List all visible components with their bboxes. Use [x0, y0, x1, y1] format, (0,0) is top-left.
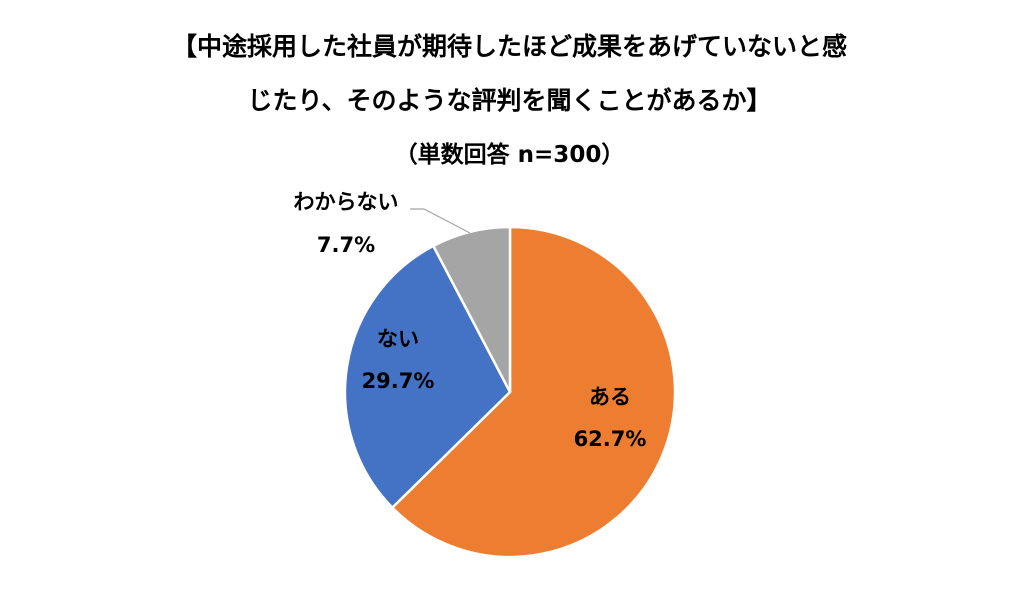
slice-aru	[391, 225, 677, 559]
slice-labels: ある 62.7% ない 29.7% わからない 7.7%	[294, 190, 647, 451]
leader-lines	[410, 208, 471, 234]
slice-wakaranai-value-label: 7.7%	[317, 233, 375, 257]
slice-wakaranai-category-label: わからない	[294, 190, 399, 214]
slice-nai-category-label: ない	[377, 327, 419, 351]
chart-subtitle: （単数回答 n=300）	[394, 142, 625, 168]
slice-aru-category-label: ある	[589, 385, 631, 409]
slice-nai-value-label: 29.7%	[362, 369, 435, 393]
pie-slices	[343, 225, 677, 559]
slice-nai	[343, 244, 512, 509]
slice-aru-value-label: 62.7%	[574, 427, 647, 451]
slice-wakaranai	[432, 225, 512, 394]
chart-title-line-1: 【中途採用した社員が期待したほど成果をあげていないと感	[171, 32, 847, 61]
chart-title-line-2: じたり、そのような評判を聞くことがあるか】	[247, 86, 772, 115]
slice-wakaranai-leader-line	[410, 208, 471, 234]
